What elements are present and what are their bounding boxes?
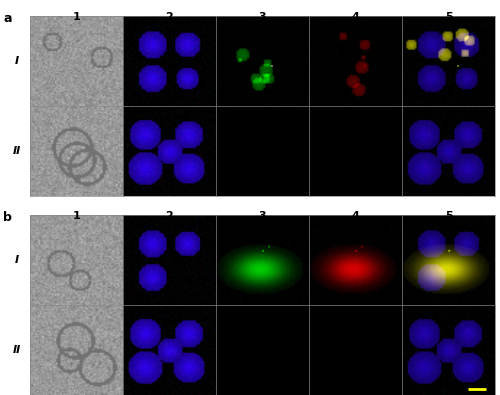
Text: 1: 1 [72, 12, 80, 22]
Text: a: a [3, 12, 12, 25]
Text: 2: 2 [166, 12, 173, 22]
Text: 3: 3 [258, 211, 266, 221]
Text: 3: 3 [258, 12, 266, 22]
Text: I: I [14, 56, 18, 66]
Text: 5: 5 [444, 12, 452, 22]
Text: II: II [12, 146, 20, 156]
Text: 4: 4 [352, 12, 360, 22]
Text: 4: 4 [352, 211, 360, 221]
Text: 2: 2 [166, 211, 173, 221]
Text: 1: 1 [72, 211, 80, 221]
Text: II: II [12, 345, 20, 355]
Text: I: I [14, 255, 18, 265]
Text: 5: 5 [444, 211, 452, 221]
Text: b: b [3, 211, 12, 224]
